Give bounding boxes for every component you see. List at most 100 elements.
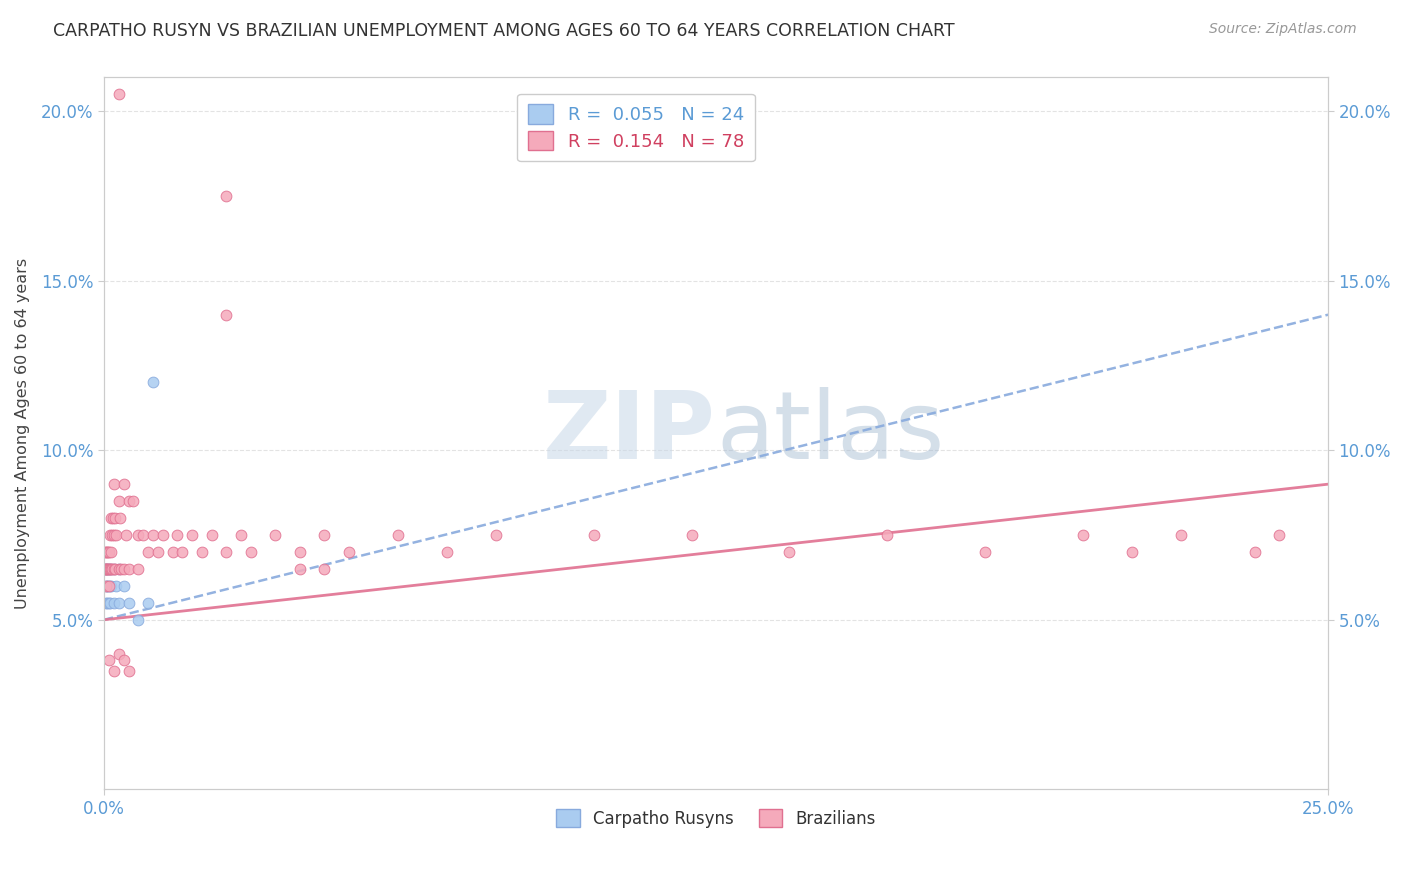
Point — [681, 528, 703, 542]
Point — [152, 528, 174, 542]
Point — [96, 596, 118, 610]
Point — [172, 545, 194, 559]
Point — [337, 545, 360, 559]
Point — [103, 477, 125, 491]
Point — [127, 528, 149, 542]
Point — [98, 579, 121, 593]
Point — [94, 545, 117, 559]
Point — [136, 596, 159, 610]
Point — [1071, 528, 1094, 542]
Point — [100, 562, 122, 576]
Point — [103, 562, 125, 576]
Point — [115, 528, 138, 542]
Point — [215, 308, 238, 322]
Point — [96, 562, 118, 576]
Point — [96, 562, 118, 576]
Point — [122, 494, 145, 508]
Point — [101, 511, 124, 525]
Point — [97, 596, 120, 610]
Point — [127, 562, 149, 576]
Point — [436, 545, 458, 559]
Point — [288, 545, 311, 559]
Point — [103, 596, 125, 610]
Point — [107, 562, 129, 576]
Point — [162, 545, 184, 559]
Text: Source: ZipAtlas.com: Source: ZipAtlas.com — [1209, 22, 1357, 37]
Point — [103, 528, 125, 542]
Point — [146, 545, 169, 559]
Point — [288, 562, 311, 576]
Point — [582, 528, 605, 542]
Point — [104, 562, 127, 576]
Point — [215, 189, 238, 203]
Point — [96, 579, 118, 593]
Point — [100, 545, 122, 559]
Point — [107, 596, 129, 610]
Point — [94, 579, 117, 593]
Point — [387, 528, 409, 542]
Point — [1268, 528, 1291, 542]
Point — [105, 579, 128, 593]
Point — [107, 562, 129, 576]
Point — [100, 579, 122, 593]
Point — [142, 376, 165, 390]
Point — [117, 562, 139, 576]
Point — [974, 545, 997, 559]
Point — [264, 528, 287, 542]
Point — [96, 562, 118, 576]
Point — [100, 562, 122, 576]
Point — [1170, 528, 1192, 542]
Point — [314, 562, 336, 576]
Point — [1243, 545, 1265, 559]
Point — [96, 596, 118, 610]
Point — [107, 494, 129, 508]
Point — [97, 562, 120, 576]
Text: CARPATHO RUSYN VS BRAZILIAN UNEMPLOYMENT AMONG AGES 60 TO 64 YEARS CORRELATION C: CARPATHO RUSYN VS BRAZILIAN UNEMPLOYMENT… — [53, 22, 955, 40]
Point — [105, 528, 128, 542]
Point — [142, 528, 165, 542]
Point — [97, 562, 120, 576]
Point — [485, 528, 508, 542]
Point — [94, 562, 117, 576]
Point — [94, 562, 117, 576]
Point — [112, 562, 135, 576]
Point — [1121, 545, 1143, 559]
Point — [97, 653, 120, 667]
Point — [100, 511, 122, 525]
Point — [97, 579, 120, 593]
Point — [94, 562, 117, 576]
Point — [112, 477, 135, 491]
Point — [117, 664, 139, 678]
Point — [876, 528, 898, 542]
Point — [166, 528, 188, 542]
Point — [136, 545, 159, 559]
Point — [107, 647, 129, 661]
Point — [112, 579, 135, 593]
Point — [107, 87, 129, 102]
Point — [117, 494, 139, 508]
Y-axis label: Unemployment Among Ages 60 to 64 years: Unemployment Among Ages 60 to 64 years — [15, 258, 30, 609]
Point — [97, 545, 120, 559]
Point — [117, 596, 139, 610]
Point — [132, 528, 155, 542]
Point — [94, 579, 117, 593]
Point — [97, 562, 120, 576]
Point — [127, 613, 149, 627]
Point — [96, 545, 118, 559]
Point — [97, 545, 120, 559]
Point — [101, 562, 124, 576]
Point — [112, 653, 135, 667]
Point — [98, 528, 121, 542]
Point — [229, 528, 252, 542]
Legend: Carpatho Rusyns, Brazilians: Carpatho Rusyns, Brazilians — [550, 802, 883, 834]
Point — [239, 545, 262, 559]
Point — [191, 545, 214, 559]
Point — [201, 528, 224, 542]
Point — [97, 579, 120, 593]
Point — [103, 664, 125, 678]
Point — [100, 596, 122, 610]
Point — [215, 545, 238, 559]
Point — [110, 562, 132, 576]
Point — [100, 562, 122, 576]
Point — [101, 528, 124, 542]
